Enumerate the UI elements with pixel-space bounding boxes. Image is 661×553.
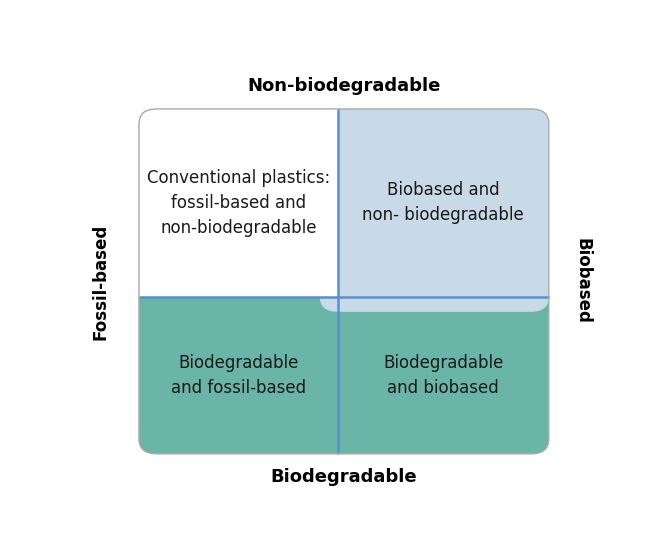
Bar	[139, 109, 338, 297]
Text: Biobased: Biobased	[573, 238, 591, 324]
FancyBboxPatch shape	[320, 109, 549, 312]
Text: Biodegradable
and fossil-based: Biodegradable and fossil-based	[171, 354, 306, 397]
Text: Fossil-based: Fossil-based	[92, 223, 110, 340]
Text: Biodegradable: Biodegradable	[270, 468, 417, 486]
FancyBboxPatch shape	[139, 282, 549, 454]
Text: Biodegradable
and biobased: Biodegradable and biobased	[383, 354, 504, 397]
Text: Biobased and
non- biodegradable: Biobased and non- biodegradable	[362, 181, 524, 225]
Text: Non-biodegradable: Non-biodegradable	[247, 76, 441, 95]
Text: Conventional plastics:
fossil-based and
non-biodegradable: Conventional plastics: fossil-based and …	[147, 169, 330, 237]
